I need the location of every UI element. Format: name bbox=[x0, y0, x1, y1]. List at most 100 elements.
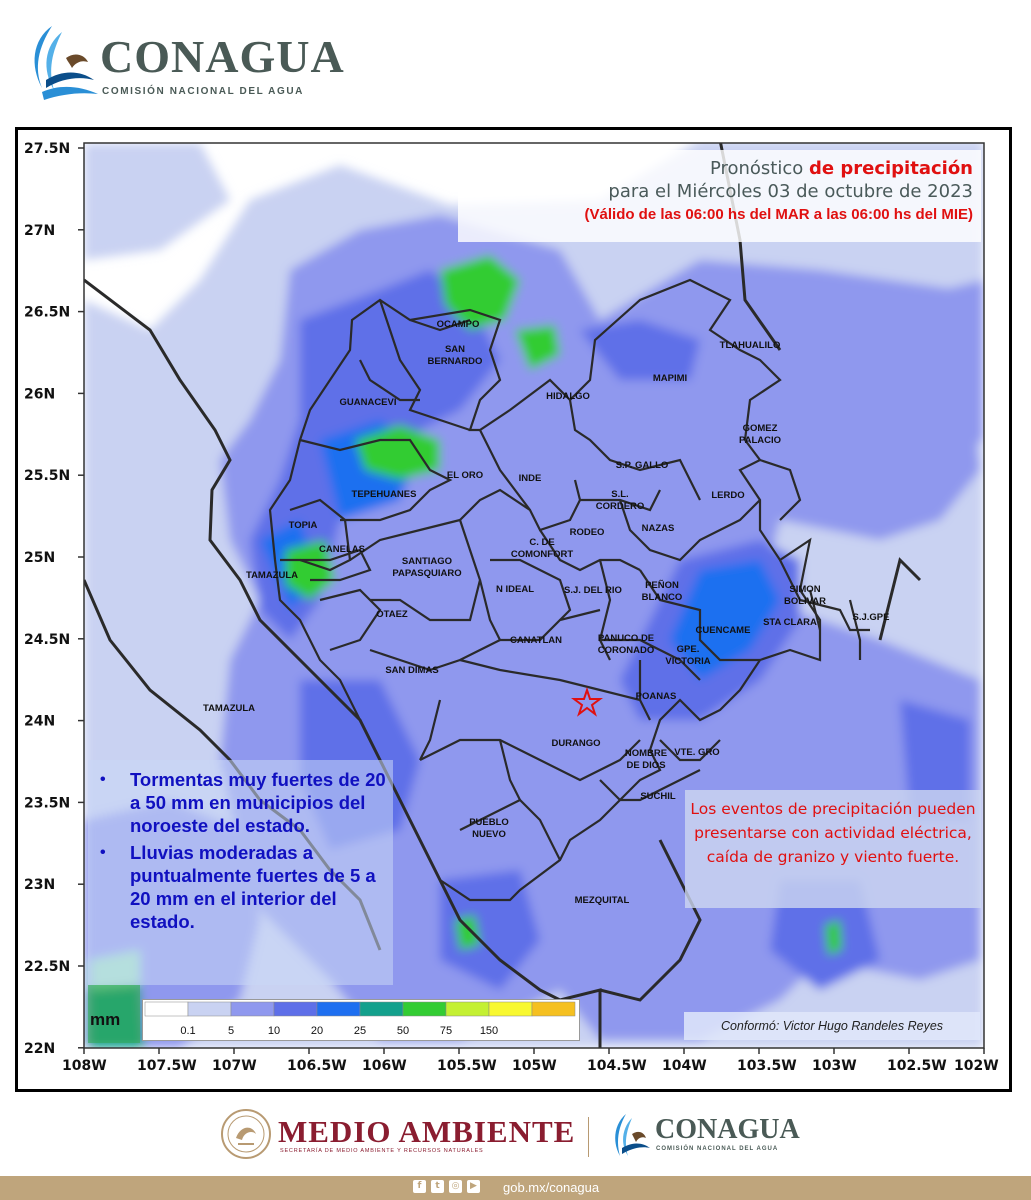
forecast-date: para el Miércoles 03 de octubre de 2023 bbox=[608, 181, 973, 202]
instagram-icon[interactable]: ◎ bbox=[449, 1180, 462, 1193]
lon-tick-label: 106W bbox=[362, 1058, 407, 1074]
municipality-label: EL ORO bbox=[447, 470, 483, 481]
footer-bar bbox=[0, 1176, 1031, 1200]
municipality-label: RODEO bbox=[570, 527, 605, 538]
social-links: f t ◎ ▶ bbox=[413, 1180, 480, 1193]
mexico-coat-of-arms-icon bbox=[221, 1109, 271, 1159]
legend-label: 25 bbox=[354, 1025, 366, 1037]
municipality-label: NOMBRE DE DIOS bbox=[625, 748, 667, 771]
note-item: Lluvias moderadas a puntualmente fuertes… bbox=[100, 841, 393, 933]
municipality-label: SANTIAGO PAPASQUIARO bbox=[392, 556, 461, 579]
municipality-label: NAZAS bbox=[642, 523, 675, 534]
legend-label: 10 bbox=[268, 1025, 280, 1037]
lat-tick-label: 27.5N bbox=[24, 141, 70, 157]
municipality-label: N IDEAL bbox=[496, 584, 534, 595]
warning-box: Los eventos de precipitación pueden pres… bbox=[685, 790, 981, 908]
header-brand-name: CONAGUA bbox=[100, 31, 345, 82]
legend-label: 5 bbox=[228, 1025, 234, 1037]
municipality-label: INDE bbox=[519, 473, 542, 484]
municipality-label: POANAS bbox=[636, 691, 677, 702]
lat-tick-label: 25N bbox=[24, 550, 55, 566]
municipality-label: MEZQUITAL bbox=[575, 895, 630, 906]
municipality-label: TLAHUALILO bbox=[720, 340, 781, 351]
lat-tick-label: 26N bbox=[24, 386, 55, 402]
legend-unit: mm bbox=[90, 1010, 121, 1029]
municipality-label: SAN DIMAS bbox=[385, 665, 438, 676]
title-prefix: Pronóstico bbox=[709, 158, 809, 179]
lon-tick-label: 104.5W bbox=[587, 1058, 647, 1074]
credit-text: Conformó: Victor Hugo Randeles Reyes bbox=[720, 1019, 944, 1033]
legend-swatch bbox=[273, 1001, 318, 1017]
municipality-label: GPE. VICTORIA bbox=[665, 644, 710, 667]
ministry-subtitle: SECRETARÍA DE MEDIO AMBIENTE Y RECURSOS … bbox=[280, 1148, 484, 1154]
municipality-label: S.P. GALLO bbox=[616, 460, 669, 471]
conagua-footer-logo-icon bbox=[615, 1114, 650, 1156]
forecast-notes: Tormentas muy fuertes de 20 a 50 mm en m… bbox=[88, 760, 393, 985]
durango-city-marker-icon bbox=[571, 686, 603, 717]
municipality-label: GOMEZ PALACIO bbox=[739, 423, 781, 446]
legend-label: 150 bbox=[480, 1025, 498, 1037]
legend-label: 50 bbox=[397, 1025, 409, 1037]
lat-tick-label: 24.5N bbox=[24, 632, 70, 648]
title-highlight: de precipitación bbox=[809, 158, 973, 179]
municipality-label: TOPIA bbox=[289, 520, 318, 531]
latitude-axis: 27.5N 27N 26.5N 26N 25.5N 25N 24.5N 24N 23.5N 23N… bbox=[24, 141, 84, 1057]
legend-swatch bbox=[402, 1001, 447, 1017]
twitter-icon[interactable]: t bbox=[431, 1180, 444, 1193]
municipality-label: DURANGO bbox=[551, 738, 600, 749]
municipality-borders bbox=[268, 278, 870, 902]
municipality-label: C. DE COMONFORT bbox=[511, 537, 573, 560]
municipality-label: CANATLAN bbox=[510, 635, 562, 646]
legend-swatch bbox=[488, 1001, 533, 1017]
website-link[interactable]: gob.mx/conagua bbox=[503, 1180, 600, 1195]
municipality-label: TEPEHUANES bbox=[352, 489, 417, 500]
municipality-label: TAMAZULA bbox=[246, 570, 298, 581]
lon-tick-label: 105W bbox=[512, 1058, 557, 1074]
credit-box: Conformó: Victor Hugo Randeles Reyes bbox=[684, 1012, 980, 1040]
legend-swatch bbox=[144, 1001, 189, 1017]
lat-tick-label: 22.5N bbox=[24, 959, 70, 975]
footer-divider bbox=[588, 1117, 589, 1157]
municipality-label: OCAMPO bbox=[437, 319, 480, 330]
legend-label: 0.1 bbox=[180, 1025, 195, 1037]
legend-swatch bbox=[531, 1001, 576, 1017]
footer-brand: CONAGUA bbox=[655, 1114, 800, 1145]
lat-tick-label: 22N bbox=[24, 1041, 55, 1057]
warning-text: Los eventos de precipitación pueden pres… bbox=[690, 800, 976, 866]
municipality-label: HIDALGO bbox=[546, 391, 590, 402]
footer bbox=[0, 1100, 1031, 1170]
lon-tick-label: 105.5W bbox=[437, 1058, 497, 1074]
lon-tick-label: 104W bbox=[662, 1058, 707, 1074]
lon-tick-label: 108W bbox=[62, 1058, 107, 1074]
lon-tick-label: 103.5W bbox=[737, 1058, 797, 1074]
footer-brand-subtitle: COMISIÓN NACIONAL DEL AGUA bbox=[656, 1146, 779, 1152]
lon-tick-label: 102.5W bbox=[887, 1058, 947, 1074]
legend-label: 20 bbox=[311, 1025, 323, 1037]
municipality-label: SUCHIL bbox=[640, 791, 676, 802]
lat-tick-label: 25.5N bbox=[24, 468, 70, 484]
municipality-label: CANELAS bbox=[319, 544, 365, 555]
header-brand-subtitle: COMISIÓN NACIONAL DEL AGUA bbox=[102, 86, 304, 97]
precip-legend: 0.1 5 10 20 25 50 75 150 bbox=[142, 999, 580, 1041]
lat-tick-label: 26.5N bbox=[24, 305, 70, 321]
lat-tick-label: 24N bbox=[24, 714, 55, 730]
youtube-icon[interactable]: ▶ bbox=[467, 1180, 480, 1193]
facebook-icon[interactable]: f bbox=[413, 1180, 426, 1193]
lon-tick-label: 106.5W bbox=[287, 1058, 347, 1074]
municipality-label: GUANACEVI bbox=[339, 397, 396, 408]
municipality-label: SIMON BOLIVAR bbox=[784, 584, 826, 607]
lat-tick-label: 27N bbox=[24, 223, 55, 239]
municipality-label: TAMAZULA bbox=[203, 703, 255, 714]
conagua-logo-icon bbox=[34, 26, 98, 100]
legend-colorbar: 0.1 5 10 20 25 50 75 150 bbox=[144, 1001, 576, 1037]
forecast-title-box: Pronóstico de precipitación para el Miér… bbox=[458, 150, 981, 242]
forecast-title: Pronóstico de precipitación bbox=[458, 158, 973, 179]
lon-tick-label: 107W bbox=[212, 1058, 257, 1074]
note-item: Tormentas muy fuertes de 20 a 50 mm en m… bbox=[100, 768, 393, 837]
municipality-label: CUENCAME bbox=[696, 625, 751, 636]
legend-swatch bbox=[316, 1001, 361, 1017]
municipality-label: S.J.GPE bbox=[853, 612, 890, 623]
municipality-labels: OCAMPO SAN BERNARDO TLAHUALILO MAPIMI HIDALGO… bbox=[203, 319, 890, 906]
lat-tick-label: 23.5N bbox=[24, 795, 70, 811]
municipality-label: S.J. DEL RIO bbox=[564, 585, 622, 596]
